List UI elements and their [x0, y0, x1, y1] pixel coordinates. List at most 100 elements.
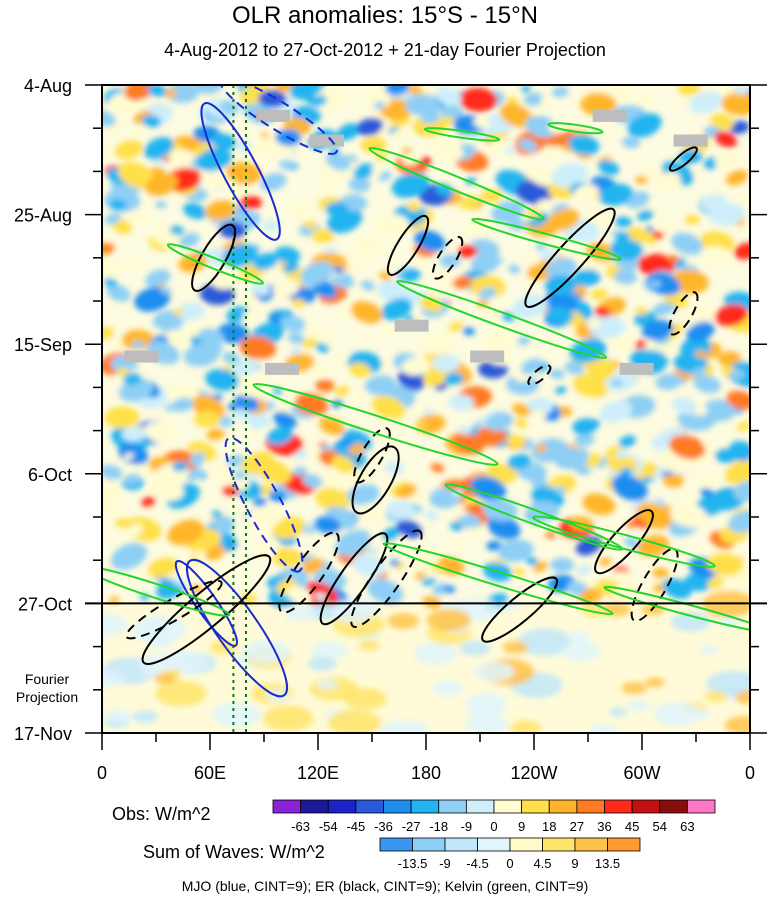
y-tick-label: 17-Nov: [14, 724, 72, 744]
projection-cell: [626, 699, 650, 712]
field-cell: [401, 357, 431, 376]
field-cell: [736, 421, 750, 432]
obs-legend-label-value: -45: [346, 819, 365, 834]
field-cell: [390, 559, 400, 567]
waves-legend-swatch: [574, 837, 608, 852]
field-cell: [656, 220, 677, 234]
field-cell: [169, 225, 185, 236]
field-cell: [102, 243, 115, 253]
field-cell: [615, 449, 630, 459]
x-tick-label: 0: [97, 763, 107, 783]
obs-legend-swatch: [604, 799, 633, 814]
field-cell: [424, 510, 438, 521]
waves-legend-swatch: [477, 837, 511, 852]
field-cell: [273, 548, 303, 568]
field-cell: [555, 386, 567, 395]
field-cell: [164, 404, 175, 412]
field-cell: [701, 194, 728, 212]
field-cell: [444, 372, 464, 385]
field-cell: [652, 302, 674, 317]
waves-legend-swatch: [412, 837, 446, 852]
field-cell: [283, 262, 299, 273]
field-cell: [379, 355, 394, 367]
waves-legend-label-value: -4.5: [466, 856, 488, 871]
field-cell: [672, 397, 698, 415]
waves-legend-swatch: [542, 837, 576, 852]
kelvin-contour: [252, 382, 499, 466]
obs-legend-swatch: [383, 799, 412, 814]
field-cell: [406, 202, 422, 212]
field-cell: [452, 275, 473, 289]
field-cell: [641, 319, 674, 341]
field-cell: [440, 105, 464, 120]
projection-cell: [706, 670, 750, 698]
projection-cell: [132, 710, 158, 723]
kelvin-contour: [382, 542, 614, 616]
field-cell: [262, 220, 281, 231]
projection-cell: [387, 613, 419, 629]
obs-legend-label-value: 18: [542, 819, 556, 834]
field-cell: [692, 367, 706, 377]
field-cell: [515, 180, 554, 205]
chart-title: OLR anomalies: 15°S - 15°N: [232, 2, 538, 29]
field-cell: [683, 496, 695, 504]
obs-legend-swatch: [438, 799, 467, 814]
field-cell: [294, 449, 308, 459]
obs-legend-swatch: [548, 799, 578, 814]
field-cell: [205, 545, 226, 561]
field-cell: [507, 264, 521, 274]
field-cell: [122, 256, 143, 272]
field-cell: [352, 553, 386, 577]
field-cell: [703, 494, 727, 511]
field-cell: [582, 493, 616, 516]
field-cell: [609, 335, 636, 353]
field-cell: [266, 427, 294, 445]
field-cell: [178, 232, 200, 248]
missing-data-box: [394, 319, 429, 332]
field-cell: [141, 114, 162, 128]
mjo-contour: [218, 85, 338, 155]
field-cell: [651, 231, 664, 240]
field-cell: [539, 249, 559, 262]
er-contour: [594, 509, 654, 575]
field-cell: [205, 368, 240, 392]
field-cell: [512, 403, 531, 417]
field-cell: [568, 134, 600, 156]
field-cell: [117, 161, 155, 189]
er-contour: [668, 291, 699, 336]
field-cell: [594, 306, 611, 318]
field-cell: [346, 259, 366, 272]
field-cell: [609, 239, 644, 261]
field-cell: [102, 262, 120, 281]
field-cell: [305, 520, 316, 529]
field-cell: [176, 302, 205, 321]
projection-cell: [704, 690, 728, 702]
field-cell: [189, 469, 205, 479]
obs-legend-label-value: 27: [570, 819, 584, 834]
field-cell: [287, 332, 306, 345]
field-cell: [531, 478, 548, 489]
field-cell: [523, 92, 545, 107]
waves-legend-swatch: [607, 837, 641, 852]
waves-legend-label-value: -13.5: [398, 856, 428, 871]
field-cell: [123, 473, 142, 485]
field-cell: [724, 459, 750, 485]
field-cell: [474, 426, 507, 447]
field-cell: [189, 452, 206, 466]
field-cell: [167, 519, 205, 546]
field-cell: [311, 228, 334, 244]
field-cell: [359, 236, 388, 256]
er-contour: [431, 235, 464, 280]
projection-label: Fourier Projection: [15, 671, 79, 705]
field-cell: [411, 404, 426, 415]
field-cell: [171, 397, 194, 412]
field-cell: [239, 336, 277, 360]
missing-data-box: [124, 350, 159, 363]
y-tick-label: 15-Sep: [14, 335, 72, 355]
x-tick-label: 120E: [297, 763, 339, 783]
projection-cell: [588, 724, 619, 733]
field-cell: [160, 286, 172, 295]
projection-cell: [413, 642, 458, 665]
field-cell: [290, 202, 315, 219]
field-cell: [436, 556, 465, 575]
